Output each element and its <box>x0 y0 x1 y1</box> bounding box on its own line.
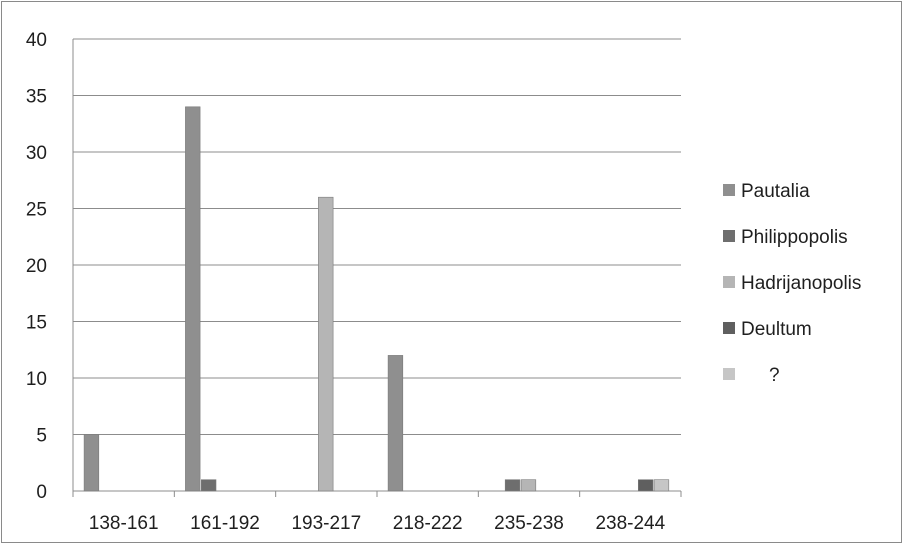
bar-Hadrijanopolis-193-217 <box>318 196 334 492</box>
y-tick-label-25: 25 <box>26 200 47 221</box>
legend-label-2: Hadrijanopolis <box>741 273 861 294</box>
bar-Pautalia-161-192 <box>185 106 201 492</box>
x-tick-label-161-192: 161-192 <box>190 513 260 534</box>
y-tick-label-20: 20 <box>26 256 47 277</box>
legend-label-0: Pautalia <box>741 181 810 202</box>
bar-Pautalia-218-222 <box>387 355 404 492</box>
x-tick-label-138-161: 138-161 <box>89 513 159 534</box>
x-tick-label-235-238: 235-238 <box>494 513 564 534</box>
x-tick-label-238-244: 238-244 <box>595 513 665 534</box>
legend-swatch-4 <box>723 368 735 380</box>
y-tick-label-5: 5 <box>36 426 47 447</box>
y-tick-label-15: 15 <box>26 313 47 334</box>
legend-swatch-1 <box>723 230 735 242</box>
axes: 0 5 10 15 20 25 30 35 40 138-161 161-192 193-217 218… <box>26 30 682 534</box>
y-tick-label-0: 0 <box>36 482 47 503</box>
y-tick-label-40: 40 <box>26 30 47 51</box>
legend-label-1: Philippopolis <box>741 227 848 248</box>
legend-label-3: Deultum <box>741 319 812 340</box>
bar-Philippopolis-235-238 <box>504 479 521 492</box>
bar-Philippopolis-161-192 <box>201 479 217 492</box>
bars <box>83 106 670 492</box>
legend-swatch-2 <box>723 276 735 288</box>
bar-Hadrijanopolis-235-238 <box>520 479 537 492</box>
y-tick-label-10: 10 <box>26 369 47 390</box>
legend-label-4: ? <box>769 365 780 386</box>
legend: Pautalia Philippopolis Hadrijanopolis Deult… <box>723 181 861 386</box>
y-tick-label-30: 30 <box>26 143 47 164</box>
bar-?-238-244 <box>653 479 670 492</box>
y-tick-label-35: 35 <box>26 87 47 108</box>
legend-swatch-3 <box>723 322 735 334</box>
x-tick-label-193-217: 193-217 <box>291 513 361 534</box>
bar-Pautalia-138-161 <box>83 434 100 492</box>
gridlines <box>73 38 681 435</box>
bar-Deultum-238-244 <box>637 479 654 492</box>
legend-swatch-0 <box>723 184 735 196</box>
x-tick-label-218-222: 218-222 <box>393 513 463 534</box>
